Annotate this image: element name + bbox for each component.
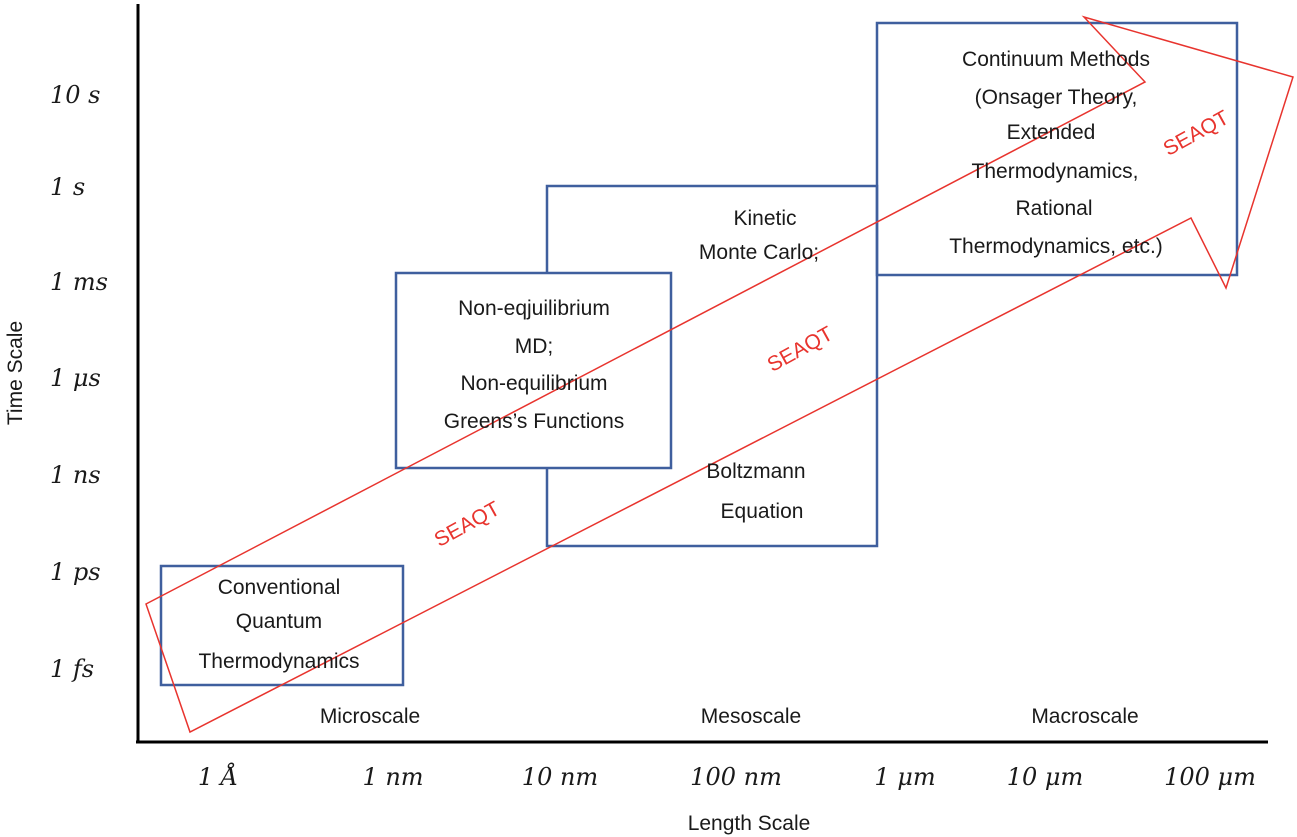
kinetic-line-2: Monte Carlo; (699, 241, 819, 264)
seaqt-label-middle: SEAQT (764, 322, 838, 377)
continuum-line-3: Extended (1007, 121, 1096, 144)
mesoscale-box (545, 184, 879, 548)
y-tick-1s: 1 s (50, 173, 85, 201)
y-tick-1ps: 1 ps (50, 558, 101, 586)
y-tick-1ns: 1 ns (50, 461, 101, 489)
x-tick-10um: 10 μm (1007, 763, 1084, 791)
microscale-label: Microscale (320, 705, 420, 728)
x-tick-100nm: 100 nm (690, 763, 782, 791)
md-box-line-1: Non-eqjuilibrium (458, 297, 610, 320)
x-tick-1um: 1 μm (874, 763, 935, 791)
boltzmann-line-2: Equation (721, 500, 804, 523)
continuum-line-1: Continuum Methods (962, 48, 1150, 71)
md-box-line-2: MD; (515, 335, 554, 358)
y-tick-labels: 10 s 1 s 1 ms 1 μs 1 ns 1 ps 1 fs (50, 81, 108, 683)
x-tick-1nm: 1 nm (362, 763, 423, 791)
x-tick-labels: 1 Å 1 nm 10 nm 100 nm 1 μm 10 μm 100 μm (198, 762, 1256, 791)
quantum-box-line-1: Conventional (218, 576, 341, 599)
x-tick-1a: 1 Å (198, 762, 238, 791)
continuum-box (875, 21, 1239, 277)
continuum-line-4: Thermodynamics, (972, 160, 1139, 183)
y-tick-1fs: 1 fs (50, 655, 94, 683)
md-box-line-4: Greens’s Functions (444, 410, 625, 433)
boltzmann-line-1: Boltzmann (706, 460, 805, 483)
macroscale-label: Macroscale (1031, 705, 1138, 728)
continuum-line-5: Rational (1015, 197, 1092, 220)
seaqt-label-upper: SEAQT (1160, 106, 1234, 161)
seaqt-arrow (145, 15, 1294, 734)
quantum-box-line-3: Thermodynamics (198, 650, 359, 673)
continuum-line-2: (Onsager Theory, (975, 86, 1138, 109)
y-tick-1us: 1 μs (50, 364, 101, 392)
x-tick-10nm: 10 nm (522, 763, 598, 791)
x-axis-title: Length Scale (688, 812, 811, 835)
y-tick-10s: 10 s (50, 81, 100, 109)
seaqt-label-lower: SEAQT (431, 497, 505, 552)
quantum-box-line-2: Quantum (236, 610, 322, 633)
md-box-line-3: Non-equilibrium (460, 372, 607, 395)
md-box (394, 271, 673, 470)
mesoscale-label: Mesoscale (701, 705, 801, 728)
y-tick-1ms: 1 ms (50, 268, 108, 296)
kinetic-line-1: Kinetic (733, 207, 796, 230)
x-tick-100um: 100 μm (1164, 763, 1256, 791)
continuum-line-6: Thermodynamics, etc.) (949, 235, 1163, 258)
y-axis-title: Time Scale (4, 321, 27, 425)
scale-labels: Microscale Mesoscale Macroscale (320, 705, 1139, 728)
